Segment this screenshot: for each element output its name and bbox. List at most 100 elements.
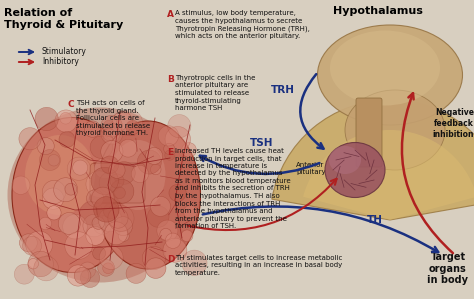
Circle shape [104, 120, 114, 130]
Circle shape [65, 232, 92, 259]
Text: Anterior
pituitary: Anterior pituitary [296, 162, 326, 175]
Text: Inhibitory: Inhibitory [42, 57, 79, 66]
Text: Hypothalamus: Hypothalamus [333, 6, 423, 16]
Circle shape [92, 247, 106, 260]
Circle shape [164, 143, 175, 155]
Circle shape [165, 126, 191, 152]
Circle shape [126, 263, 146, 283]
Circle shape [47, 206, 61, 220]
Text: TSH acts on cells of
the thyroid gland.
Follicular cells are
stimulated to relea: TSH acts on cells of the thyroid gland. … [76, 100, 150, 136]
Circle shape [59, 132, 75, 147]
Ellipse shape [95, 121, 201, 269]
Circle shape [114, 216, 133, 236]
Text: A stimulus, low body temperature,
causes the hypothalamus to secrete
Thyrotropin: A stimulus, low body temperature, causes… [175, 10, 310, 39]
Circle shape [109, 162, 125, 178]
Circle shape [150, 164, 161, 175]
Text: Thyrotropic cells in the
anterior pituitary are
stimulated to release
thyroid-st: Thyrotropic cells in the anterior pituit… [175, 75, 255, 111]
Circle shape [112, 161, 135, 184]
Circle shape [101, 156, 118, 174]
Text: A: A [167, 10, 174, 19]
Circle shape [39, 150, 60, 170]
Circle shape [90, 136, 113, 158]
Circle shape [103, 203, 118, 219]
Circle shape [99, 172, 120, 193]
Circle shape [19, 234, 37, 252]
Text: TH stimulates target cells to increase metabolic
activities, resulting in an inc: TH stimulates target cells to increase m… [175, 255, 342, 276]
Circle shape [165, 233, 181, 248]
Circle shape [163, 238, 187, 262]
Ellipse shape [110, 140, 165, 210]
Circle shape [67, 265, 89, 286]
Circle shape [12, 176, 30, 194]
Circle shape [19, 128, 41, 150]
Circle shape [98, 208, 122, 232]
Circle shape [93, 216, 112, 234]
Circle shape [23, 236, 42, 255]
Circle shape [146, 147, 163, 164]
Text: D: D [167, 255, 174, 264]
Text: TRH: TRH [271, 85, 295, 95]
Circle shape [103, 263, 113, 274]
Ellipse shape [8, 108, 192, 283]
Circle shape [48, 155, 60, 166]
Wedge shape [272, 100, 474, 220]
FancyBboxPatch shape [90, 163, 145, 203]
Text: Negative
feedback
inhibition: Negative feedback inhibition [432, 108, 474, 139]
FancyBboxPatch shape [356, 98, 382, 167]
Ellipse shape [318, 25, 463, 125]
Circle shape [100, 246, 123, 269]
Circle shape [110, 179, 134, 203]
Circle shape [101, 141, 123, 163]
Ellipse shape [345, 90, 445, 170]
Ellipse shape [12, 118, 132, 272]
Circle shape [91, 167, 118, 195]
Circle shape [181, 230, 193, 242]
Circle shape [74, 267, 91, 284]
Circle shape [114, 187, 126, 199]
Circle shape [37, 138, 54, 155]
Circle shape [26, 231, 53, 258]
Circle shape [126, 120, 140, 134]
Circle shape [108, 205, 134, 231]
Circle shape [157, 220, 178, 241]
Circle shape [34, 256, 58, 281]
Circle shape [147, 206, 169, 227]
Circle shape [168, 115, 191, 138]
Text: Relation of: Relation of [4, 8, 72, 18]
Circle shape [108, 208, 128, 228]
Circle shape [83, 214, 105, 237]
Wedge shape [303, 130, 474, 220]
Circle shape [73, 160, 88, 175]
Circle shape [55, 110, 77, 132]
Circle shape [182, 143, 196, 157]
Circle shape [150, 196, 171, 216]
Circle shape [158, 126, 179, 146]
Circle shape [165, 150, 175, 160]
Ellipse shape [25, 135, 95, 215]
Text: Thyroid & Pituitary: Thyroid & Pituitary [4, 20, 123, 30]
Circle shape [60, 112, 72, 124]
Circle shape [160, 228, 172, 240]
Text: C: C [68, 100, 74, 109]
Text: B: B [167, 75, 174, 84]
Circle shape [81, 268, 100, 288]
Circle shape [182, 250, 207, 275]
Circle shape [117, 110, 143, 135]
Circle shape [169, 184, 186, 202]
Circle shape [101, 123, 123, 145]
Circle shape [118, 231, 129, 241]
Circle shape [103, 127, 119, 144]
Circle shape [94, 197, 119, 222]
Circle shape [142, 246, 165, 270]
Circle shape [103, 129, 116, 141]
Text: Target
organs
in body: Target organs in body [428, 252, 468, 285]
Circle shape [91, 187, 114, 210]
Text: TH: TH [367, 215, 383, 225]
Circle shape [131, 165, 149, 183]
Ellipse shape [329, 146, 361, 174]
Text: TSH: TSH [250, 138, 274, 148]
Circle shape [183, 205, 197, 219]
Circle shape [80, 202, 103, 225]
Circle shape [28, 251, 54, 277]
Circle shape [67, 157, 91, 180]
